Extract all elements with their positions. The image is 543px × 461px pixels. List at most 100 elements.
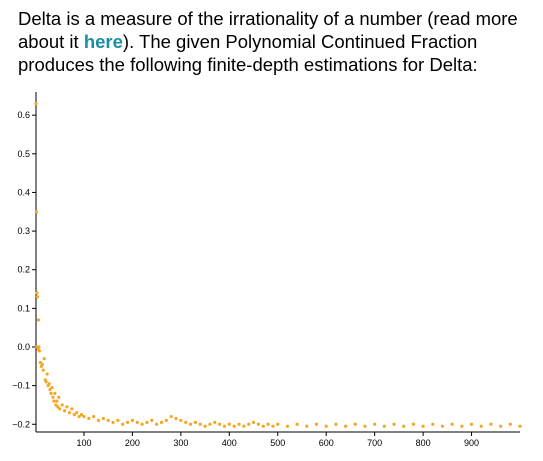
- x-tick-label: 600: [319, 438, 334, 448]
- data-point: [460, 425, 463, 428]
- data-point: [174, 417, 177, 420]
- data-point: [82, 415, 85, 418]
- y-tick-label: 0.6: [17, 110, 30, 120]
- data-point: [121, 423, 124, 426]
- data-point: [252, 421, 255, 424]
- data-point: [75, 411, 78, 414]
- data-point: [213, 421, 216, 424]
- data-point: [228, 423, 231, 426]
- data-point: [55, 399, 58, 402]
- data-point: [223, 425, 226, 428]
- data-point: [136, 421, 139, 424]
- data-point: [47, 382, 50, 385]
- data-point: [441, 425, 444, 428]
- x-tick-label: 300: [173, 438, 188, 448]
- data-point: [194, 421, 197, 424]
- data-point: [208, 423, 211, 426]
- data-point: [70, 407, 73, 410]
- data-point: [325, 425, 328, 428]
- data-point: [53, 392, 56, 395]
- data-point: [451, 423, 454, 426]
- x-tick-label: 200: [125, 438, 140, 448]
- data-point: [262, 425, 265, 428]
- data-point: [65, 405, 68, 408]
- data-point: [170, 415, 173, 418]
- data-point: [383, 425, 386, 428]
- data-point: [36, 295, 39, 298]
- data-point: [392, 423, 395, 426]
- data-point: [247, 423, 250, 426]
- data-point: [45, 380, 48, 383]
- data-point: [107, 419, 110, 422]
- data-point: [52, 399, 55, 402]
- data-point: [422, 425, 425, 428]
- y-axis: −0.2−0.10.00.10.20.30.40.50.6: [12, 92, 36, 432]
- y-tick-label: 0.5: [17, 149, 30, 159]
- data-point: [199, 423, 202, 426]
- data-point: [296, 423, 299, 426]
- x-axis: 100 200 300 400 500 600 700 800 900: [36, 432, 520, 448]
- data-point: [37, 345, 40, 348]
- data-point: [37, 318, 40, 321]
- y-tick-label: 0.4: [17, 187, 30, 197]
- data-point: [92, 415, 95, 418]
- data-point: [165, 419, 168, 422]
- data-point: [51, 396, 54, 399]
- data-point: [50, 386, 53, 389]
- data-point: [179, 419, 182, 422]
- y-tick-label: 0.2: [17, 265, 30, 275]
- data-point: [315, 423, 318, 426]
- x-tick-label: 400: [222, 438, 237, 448]
- data-point: [97, 419, 100, 422]
- data-point: [38, 349, 41, 352]
- data-point: [470, 423, 473, 426]
- data-points: [34, 102, 521, 428]
- x-tick-label: 100: [76, 438, 91, 448]
- data-point: [46, 372, 49, 375]
- data-point: [41, 363, 44, 366]
- data-point: [61, 403, 64, 406]
- y-tick-label: −0.2: [12, 419, 30, 429]
- data-point: [518, 425, 521, 428]
- data-point: [57, 396, 60, 399]
- data-point: [218, 423, 221, 426]
- data-point: [237, 423, 240, 426]
- data-point: [131, 419, 134, 422]
- data-point: [42, 369, 45, 372]
- data-point: [35, 291, 38, 294]
- y-tick-label: 0.1: [17, 303, 30, 313]
- data-point: [58, 407, 61, 410]
- data-point: [363, 425, 366, 428]
- data-point: [286, 425, 289, 428]
- data-point: [49, 392, 52, 395]
- data-point: [334, 423, 337, 426]
- data-point: [150, 419, 153, 422]
- data-point: [111, 421, 114, 424]
- data-point: [63, 409, 66, 412]
- data-point: [160, 421, 163, 424]
- x-tick-label: 800: [416, 438, 431, 448]
- data-point: [271, 425, 274, 428]
- data-point: [145, 421, 148, 424]
- data-point: [373, 423, 376, 426]
- x-tick-label: 700: [367, 438, 382, 448]
- x-tick-label: 900: [464, 438, 479, 448]
- data-point: [344, 425, 347, 428]
- data-point: [480, 425, 483, 428]
- data-point: [412, 423, 415, 426]
- data-point: [489, 423, 492, 426]
- data-point: [43, 357, 46, 360]
- data-point: [257, 423, 260, 426]
- data-point: [499, 425, 502, 428]
- data-point: [276, 423, 279, 426]
- y-tick-label: −0.1: [12, 381, 30, 391]
- data-point: [141, 423, 144, 426]
- data-point: [102, 417, 105, 420]
- data-point: [509, 423, 512, 426]
- data-point: [34, 102, 37, 105]
- data-point: [35, 210, 38, 213]
- data-point: [68, 411, 71, 414]
- data-point: [305, 425, 308, 428]
- data-point: [242, 425, 245, 428]
